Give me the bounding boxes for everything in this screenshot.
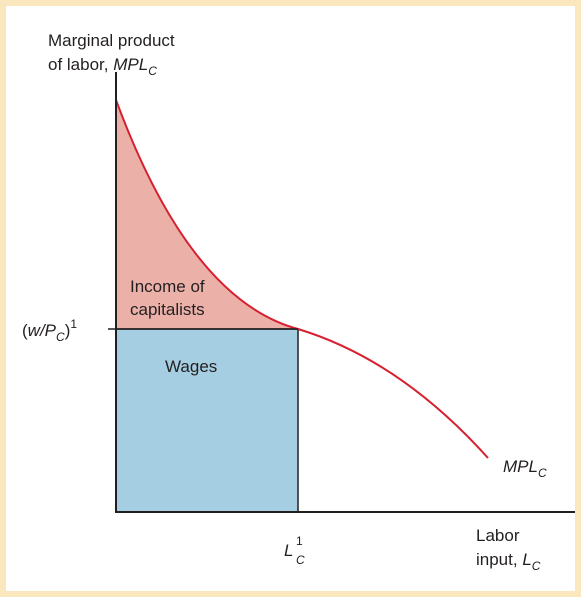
symbol: w/P	[28, 321, 57, 340]
region-label: Wages	[165, 357, 217, 376]
superscript: 1	[70, 317, 77, 331]
subscript: C	[538, 466, 547, 480]
symbol: MPL	[113, 55, 148, 74]
symbol: MPL	[503, 457, 538, 476]
subscript: C	[532, 559, 541, 573]
y-axis-label: Marginal product	[48, 31, 175, 50]
subscript: C	[148, 64, 157, 78]
y-axis-label-line: of labor,	[48, 55, 113, 74]
labor-point-superscript: 1	[296, 534, 303, 548]
x-axis-label-line: input,	[476, 550, 522, 569]
y-axis-label-line: Marginal product	[48, 31, 175, 50]
region-label-line: Income of	[130, 277, 205, 296]
region-label: capitalists	[130, 300, 205, 319]
wage-label: (w/PC)1	[22, 317, 77, 344]
region-label: Income of	[130, 277, 205, 296]
y-axis-label: of labor, MPLC	[48, 55, 157, 78]
labor-point-label: L	[284, 541, 293, 560]
paren: (	[22, 321, 28, 340]
curve-label: MPLC	[503, 457, 547, 480]
symbol: L	[522, 550, 531, 569]
subscript: C	[56, 330, 65, 344]
paren: )	[65, 321, 71, 340]
x-axis-label-line: Labor	[476, 526, 520, 545]
x-axis-label: input, LC	[476, 550, 541, 573]
capitalists-region	[116, 100, 298, 329]
x-axis-label: Labor	[476, 526, 520, 545]
labor-point-subscript: C	[296, 553, 305, 567]
region-label-line: Wages	[165, 357, 217, 376]
region-label-line: capitalists	[130, 300, 205, 319]
